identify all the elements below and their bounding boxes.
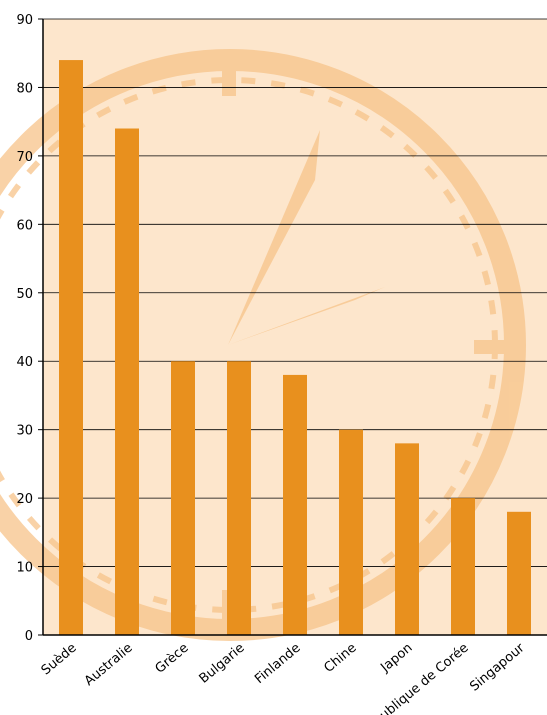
y-tick-label: 70 — [16, 150, 33, 165]
bar — [507, 511, 531, 635]
bar — [59, 60, 83, 636]
y-tick-label: 90 — [16, 13, 33, 28]
x-tick-label: Australie — [82, 641, 136, 689]
bar — [227, 361, 251, 635]
y-tick-label: 30 — [16, 424, 33, 439]
x-tick-label: Japon — [377, 641, 415, 676]
bar — [395, 443, 419, 635]
y-tick-label: 60 — [16, 218, 33, 233]
y-tick-label: 10 — [16, 561, 33, 576]
x-tick-label: Suède — [39, 641, 80, 679]
bar — [339, 429, 363, 635]
x-tick-label: Finlande — [252, 641, 303, 687]
y-tick-label: 40 — [16, 355, 33, 370]
y-tick-label: 50 — [16, 287, 33, 302]
y-tick-label: 80 — [16, 81, 33, 96]
bar — [451, 498, 475, 635]
y-tick-label: 20 — [16, 492, 33, 507]
bar — [115, 128, 139, 635]
bar — [171, 361, 195, 635]
x-tick-label: Singapour — [467, 640, 528, 694]
x-tick-label: Bulgarie — [197, 641, 248, 687]
x-tick-label: Chine — [321, 641, 359, 676]
x-tick-label: Grèce — [153, 641, 192, 677]
y-tick-label: 0 — [25, 629, 33, 644]
bar — [283, 374, 307, 635]
